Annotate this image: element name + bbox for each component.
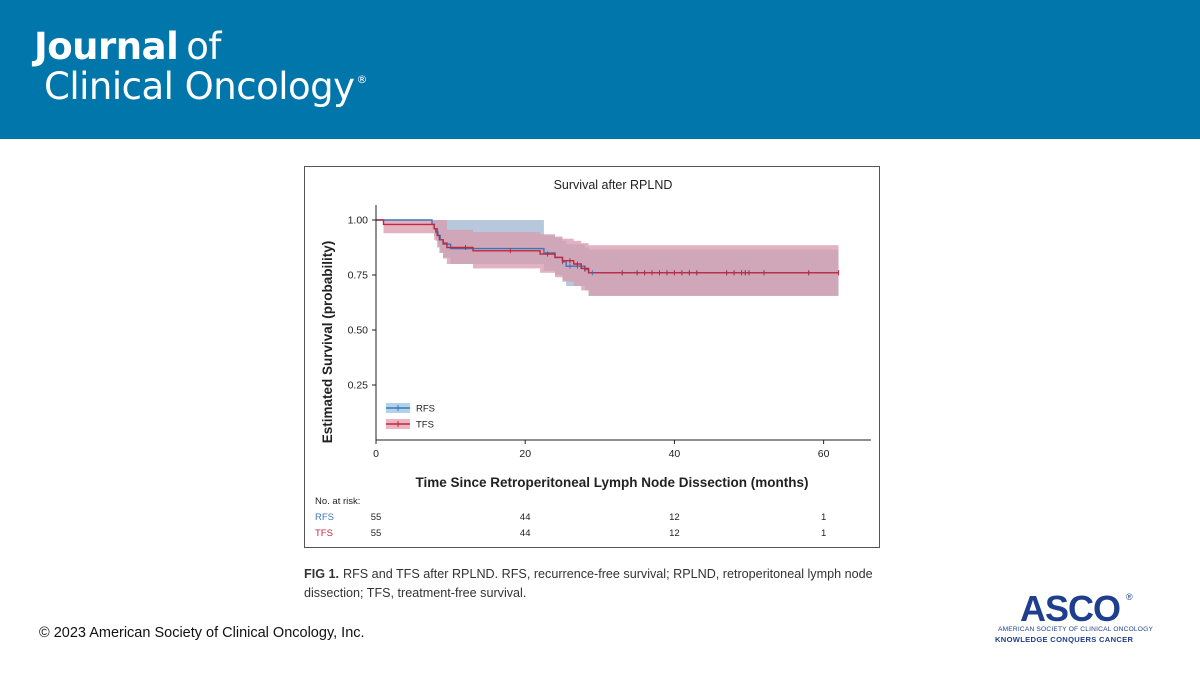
risk-count: 44: [520, 512, 531, 523]
copyright-notice: © 2023 American Society of Clinical Onco…: [39, 625, 365, 641]
legend: RFS TFS: [386, 403, 435, 431]
ci-overlap-tfs: [376, 220, 839, 296]
censor-marks: [465, 245, 840, 276]
x-tick-label: 20: [519, 448, 531, 460]
risk-count: 55: [371, 512, 382, 523]
legend-label-tfs: TFS: [416, 420, 434, 431]
x-tick-label: 0: [373, 448, 379, 460]
caption-text: RFS and TFS after RPLND. RFS, recurrence…: [304, 567, 873, 600]
risk-count: 1: [821, 528, 826, 539]
risk-row-label-rfs: RFS: [315, 512, 334, 523]
risk-count: 55: [371, 528, 382, 539]
y-tick-label: 0.75: [348, 270, 369, 282]
chart-title: Survival after RPLND: [554, 178, 673, 192]
y-tick-label: 0.25: [348, 380, 369, 392]
km-chart: Survival after RPLND 0.25 0.50 0.75 1.00 0 20…: [315, 178, 871, 539]
journal-logo-name: Clinical Oncology: [44, 65, 355, 108]
caption-label: FIG 1.: [304, 567, 339, 581]
asco-logo: ASCO ® AMERICAN SOCIETY OF CLINICAL ONCO…: [990, 588, 1155, 648]
chart-axes: 0.25 0.50 0.75 1.00 0 20 40 60: [348, 205, 871, 460]
risk-table: RFS 55 44 12 1 TFS 55 44 12 1: [315, 512, 826, 539]
x-tick-label: 60: [818, 448, 830, 460]
figure-caption: FIG 1. RFS and TFS after RPLND. RFS, recu…: [304, 565, 894, 603]
x-axis-label: Time Since Retroperitoneal Lymph Node Di…: [415, 475, 808, 490]
ci-overlap-rfs: [376, 220, 839, 296]
figure-panel: Survival after RPLND 0.25 0.50 0.75 1.00 0 20…: [304, 166, 880, 548]
asco-wordmark: ASCO: [1020, 588, 1121, 629]
y-tick-label: 0.50: [348, 325, 369, 337]
asco-registered-mark: ®: [1126, 592, 1133, 602]
risk-row-label-tfs: TFS: [315, 528, 333, 539]
risk-count: 44: [520, 528, 531, 539]
legend-label-rfs: RFS: [416, 404, 435, 415]
y-tick-label: 1.00: [348, 215, 369, 227]
asco-tagline-motto: KNOWLEDGE CONQUERS CANCER: [995, 635, 1134, 644]
risk-count: 1: [821, 512, 826, 523]
asco-tagline-society: AMERICAN SOCIETY OF CLINICAL ONCOLOGY: [998, 626, 1154, 633]
journal-logo-of: of: [186, 25, 221, 68]
registered-mark: ®: [356, 73, 368, 86]
x-tick-label: 40: [669, 448, 681, 460]
journal-logo: Journal of Clinical Oncology ®: [34, 25, 368, 108]
journal-header: Journal of Clinical Oncology ®: [0, 0, 1200, 139]
ci-band-tfs: [376, 220, 839, 296]
journal-logo-word: Journal: [34, 25, 179, 68]
risk-table-label: No. at risk:: [315, 496, 360, 507]
risk-count: 12: [669, 528, 680, 539]
risk-count: 12: [669, 512, 680, 523]
y-axis-label: Estimated Survival (probability): [320, 241, 335, 444]
confidence-bands: [376, 220, 839, 296]
